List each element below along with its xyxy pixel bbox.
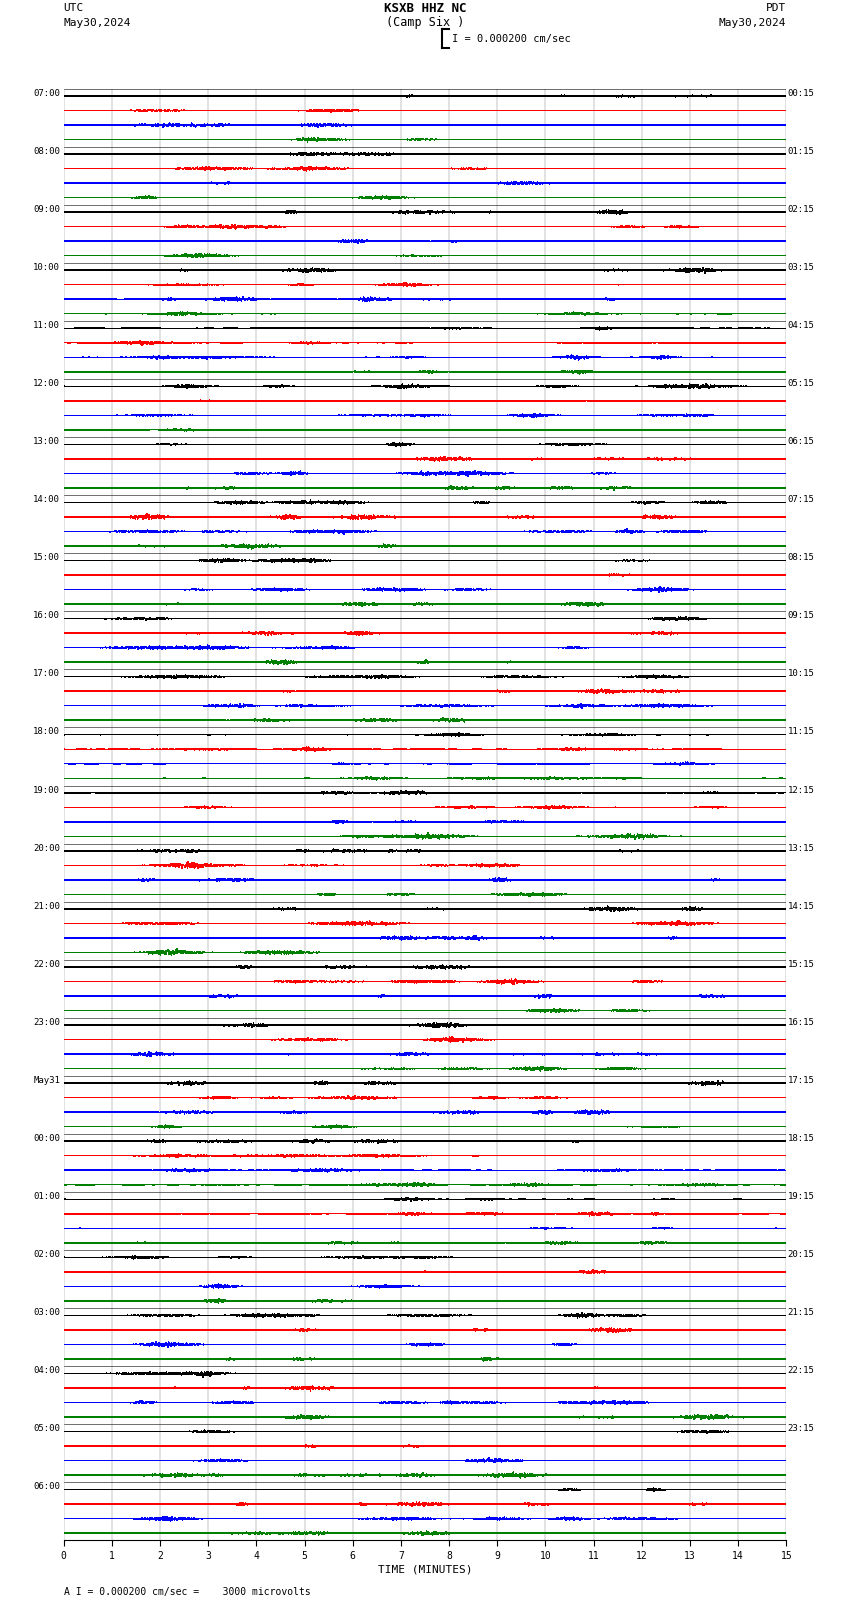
Text: May31: May31 (33, 1076, 60, 1086)
Text: 01:15: 01:15 (788, 147, 814, 156)
Text: (Camp Six ): (Camp Six ) (386, 16, 464, 29)
Text: 22:00: 22:00 (33, 960, 60, 969)
Text: 14:00: 14:00 (33, 495, 60, 505)
Text: 22:15: 22:15 (788, 1366, 814, 1376)
Text: 13:00: 13:00 (33, 437, 60, 447)
Text: 01:00: 01:00 (33, 1192, 60, 1202)
Text: 18:15: 18:15 (788, 1134, 814, 1144)
Text: 16:00: 16:00 (33, 611, 60, 621)
Text: KSXB HHZ NC: KSXB HHZ NC (383, 2, 467, 15)
Text: 07:15: 07:15 (788, 495, 814, 505)
Text: 06:00: 06:00 (33, 1482, 60, 1492)
Text: 06:15: 06:15 (788, 437, 814, 447)
Text: PDT: PDT (766, 3, 786, 13)
Text: 11:00: 11:00 (33, 321, 60, 331)
Text: 04:00: 04:00 (33, 1366, 60, 1376)
Text: 16:15: 16:15 (788, 1018, 814, 1027)
Text: 21:15: 21:15 (788, 1308, 814, 1318)
Text: 02:15: 02:15 (788, 205, 814, 215)
Text: 19:00: 19:00 (33, 786, 60, 795)
Text: 18:00: 18:00 (33, 727, 60, 737)
Text: 10:15: 10:15 (788, 669, 814, 679)
Text: 21:00: 21:00 (33, 902, 60, 911)
Text: A I = 0.000200 cm/sec =    3000 microvolts: A I = 0.000200 cm/sec = 3000 microvolts (64, 1587, 310, 1597)
Text: 20:00: 20:00 (33, 844, 60, 853)
Text: 23:00: 23:00 (33, 1018, 60, 1027)
Text: 09:15: 09:15 (788, 611, 814, 621)
Text: 17:15: 17:15 (788, 1076, 814, 1086)
Text: 15:15: 15:15 (788, 960, 814, 969)
Text: 10:00: 10:00 (33, 263, 60, 273)
Text: 19:15: 19:15 (788, 1192, 814, 1202)
Text: 13:15: 13:15 (788, 844, 814, 853)
Text: 17:00: 17:00 (33, 669, 60, 679)
Text: May30,2024: May30,2024 (64, 18, 131, 27)
Text: 08:00: 08:00 (33, 147, 60, 156)
Text: 03:15: 03:15 (788, 263, 814, 273)
Text: 07:00: 07:00 (33, 89, 60, 98)
Text: 11:15: 11:15 (788, 727, 814, 737)
Text: 20:15: 20:15 (788, 1250, 814, 1260)
X-axis label: TIME (MINUTES): TIME (MINUTES) (377, 1565, 473, 1574)
Text: May30,2024: May30,2024 (719, 18, 786, 27)
Text: 04:15: 04:15 (788, 321, 814, 331)
Text: 05:00: 05:00 (33, 1424, 60, 1434)
Text: 05:15: 05:15 (788, 379, 814, 389)
Text: 09:00: 09:00 (33, 205, 60, 215)
Text: 08:15: 08:15 (788, 553, 814, 563)
Text: 03:00: 03:00 (33, 1308, 60, 1318)
Text: I = 0.000200 cm/sec: I = 0.000200 cm/sec (452, 34, 571, 44)
Text: 12:00: 12:00 (33, 379, 60, 389)
Text: 00:00: 00:00 (33, 1134, 60, 1144)
Text: 02:00: 02:00 (33, 1250, 60, 1260)
Text: 15:00: 15:00 (33, 553, 60, 563)
Text: 23:15: 23:15 (788, 1424, 814, 1434)
Text: 12:15: 12:15 (788, 786, 814, 795)
Text: 14:15: 14:15 (788, 902, 814, 911)
Text: UTC: UTC (64, 3, 84, 13)
Text: 00:15: 00:15 (788, 89, 814, 98)
